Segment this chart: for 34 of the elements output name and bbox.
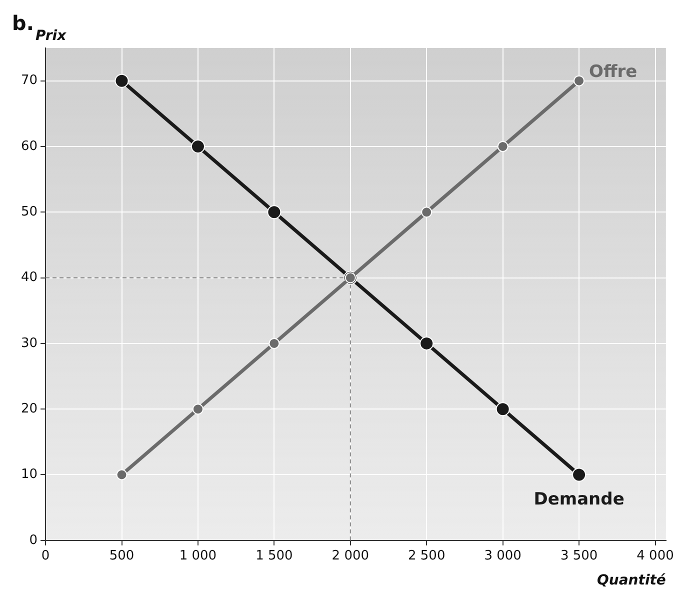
y-tick-label: 70: [20, 73, 38, 88]
y-tick-label: 10: [20, 467, 38, 482]
point: [190, 139, 205, 154]
point: [116, 469, 128, 480]
y-tick-label: 60: [20, 138, 38, 154]
y-tick-label: 0: [29, 532, 38, 548]
y-tick-label: 20: [20, 401, 38, 416]
x-tick-label: 4 000: [636, 548, 674, 564]
point: [574, 75, 585, 86]
point: [267, 205, 282, 220]
x-tick-label: 1 500: [256, 548, 293, 564]
x-tick-label: 1 000: [179, 548, 217, 564]
point: [421, 206, 432, 218]
y-tick-label: 50: [20, 204, 38, 220]
x-tick-label: 2 500: [408, 548, 446, 564]
x-tick-label: 3 500: [560, 548, 598, 564]
x-tick-label: 0: [41, 548, 50, 564]
x-axis-title: Quantité: [596, 572, 666, 588]
point: [268, 338, 280, 349]
point: [572, 468, 586, 482]
point: [114, 74, 129, 88]
point: [497, 140, 508, 152]
point: [192, 404, 204, 415]
y-tick-label: 30: [20, 336, 38, 351]
series-label: Demande: [534, 490, 624, 510]
point: [420, 336, 434, 350]
x-tick-label: 500: [109, 548, 134, 564]
chart-title: b.: [12, 11, 34, 35]
series-label: Offre: [589, 62, 638, 82]
y-tick-label: 40: [20, 270, 38, 286]
x-tick-label: 2 000: [332, 548, 370, 564]
point: [496, 402, 510, 416]
x-tick-label: 3 000: [484, 548, 522, 564]
y-axis-title: Prix: [36, 28, 68, 44]
